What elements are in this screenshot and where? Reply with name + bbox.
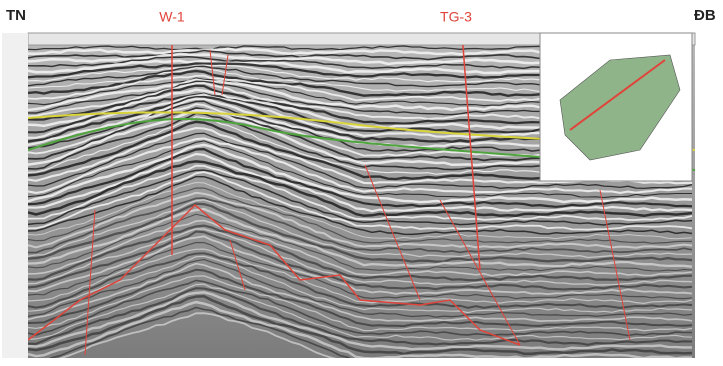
well-label: W-1 (159, 9, 185, 25)
time-axis (2, 33, 28, 358)
inset-map (540, 33, 692, 181)
left-direction-label: TN (6, 7, 26, 24)
seismic-figure: TN ĐB W-1 TG-3 (0, 0, 723, 361)
well-label: TG-3 (440, 9, 472, 25)
right-direction-label: ĐB (694, 7, 716, 24)
